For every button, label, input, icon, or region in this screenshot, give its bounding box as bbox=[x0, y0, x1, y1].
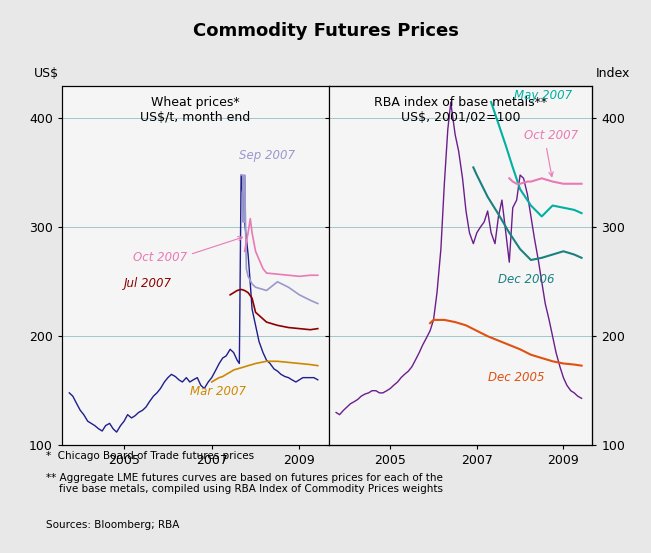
Text: ** Aggregate LME futures curves are based on futures prices for each of the
    : ** Aggregate LME futures curves are base… bbox=[46, 473, 443, 494]
Text: RBA index of base metals**
US$, 2001/02=100: RBA index of base metals** US$, 2001/02=… bbox=[374, 97, 547, 124]
Text: Commodity Futures Prices: Commodity Futures Prices bbox=[193, 22, 458, 40]
Text: Index: Index bbox=[596, 67, 630, 80]
Text: Dec 2006: Dec 2006 bbox=[499, 273, 555, 286]
Text: Oct 2007: Oct 2007 bbox=[525, 129, 579, 142]
Text: US$: US$ bbox=[33, 67, 59, 80]
Text: *  Chicago Board of Trade futures prices: * Chicago Board of Trade futures prices bbox=[46, 451, 254, 461]
Text: Jul 2007: Jul 2007 bbox=[124, 278, 172, 290]
Text: Mar 2007: Mar 2007 bbox=[190, 385, 246, 398]
Text: Wheat prices*
US$/t, month end: Wheat prices* US$/t, month end bbox=[140, 97, 251, 124]
Text: May 2007: May 2007 bbox=[514, 89, 572, 102]
Text: Oct 2007: Oct 2007 bbox=[133, 251, 187, 264]
Text: Dec 2005: Dec 2005 bbox=[488, 371, 544, 384]
Text: Sources: Bloomberg; RBA: Sources: Bloomberg; RBA bbox=[46, 520, 179, 530]
Text: Sep 2007: Sep 2007 bbox=[239, 149, 295, 162]
